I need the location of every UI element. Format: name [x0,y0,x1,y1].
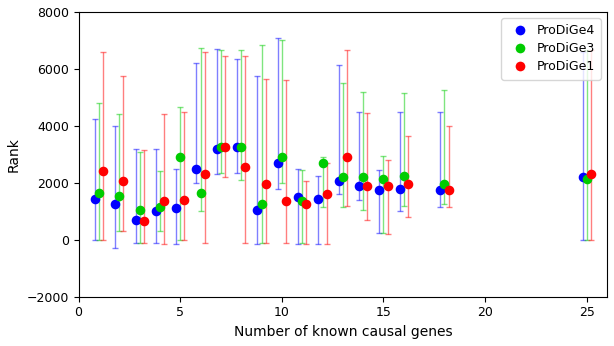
Point [216,145,226,150]
Point [342,154,352,160]
Point [98,169,108,174]
Point [90,196,99,201]
Point [435,187,445,193]
Point [240,164,250,170]
Point [383,183,392,189]
Point [200,172,209,177]
Point [171,206,181,211]
Point [395,186,405,191]
Point [399,173,409,179]
Point [131,217,141,222]
Point [314,196,324,201]
Point [277,154,287,160]
Point [403,182,413,187]
Point [252,207,262,213]
Point [586,172,596,177]
Point [322,191,332,197]
Point [582,176,592,181]
Point [293,194,303,200]
Point [196,190,206,195]
Point [338,174,348,180]
Point [273,160,282,166]
Point [358,174,368,180]
Point [578,174,588,180]
Point [440,182,449,187]
Point [443,187,453,193]
Point [317,160,327,166]
Legend: ProDiGe4, ProDiGe3, ProDiGe1: ProDiGe4, ProDiGe3, ProDiGe1 [501,18,601,80]
Point [111,201,120,207]
Point [155,204,165,210]
Point [379,176,389,181]
Point [119,179,128,184]
Point [354,183,364,189]
Point [281,199,291,204]
Point [151,209,161,214]
Point [334,179,344,184]
Point [94,190,104,195]
Point [212,146,222,152]
Y-axis label: Rank: Rank [7,137,21,172]
Point [139,219,149,224]
Point [179,197,189,203]
Point [220,145,230,150]
Point [159,199,169,204]
Point [362,183,372,189]
Point [134,207,144,213]
Point [257,201,266,207]
Point [114,193,124,198]
Point [261,182,271,187]
Point [232,145,242,150]
Point [236,145,246,150]
X-axis label: Number of known causal genes: Number of known causal genes [233,325,452,339]
Point [297,199,307,204]
Point [301,201,311,207]
Point [176,154,185,160]
Point [375,187,384,193]
Point [192,166,201,171]
